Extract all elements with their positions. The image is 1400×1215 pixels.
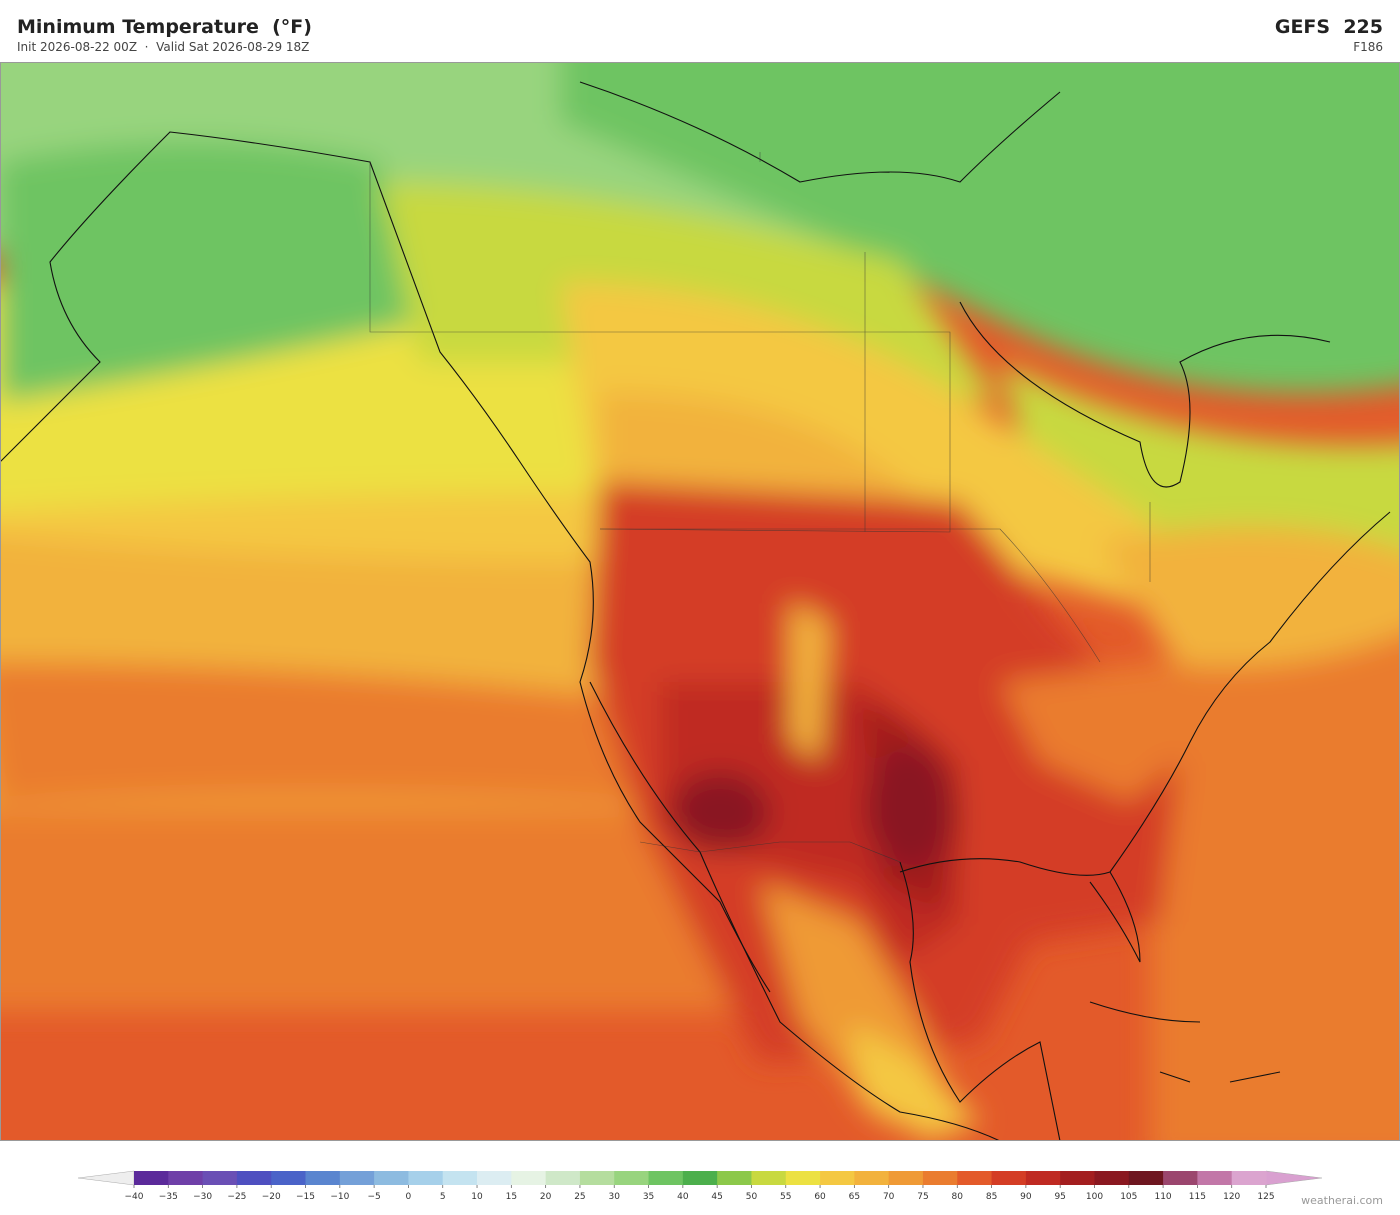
colorbar-tick-label: 45: [711, 1192, 722, 1202]
map: [0, 62, 1400, 1141]
colorbar-box: [545, 1171, 581, 1185]
colorbar-tick-label: 0: [406, 1192, 412, 1202]
colorbar-box: [614, 1171, 650, 1185]
colorbar-box: [202, 1171, 238, 1185]
colorbar-tick-label: 55: [780, 1192, 791, 1202]
colorbar-tick-label: 105: [1120, 1192, 1137, 1202]
colorbar-box: [820, 1171, 855, 1185]
colorbar-box: [168, 1171, 204, 1185]
colorbar-box: [408, 1171, 444, 1185]
borders: [369, 152, 1151, 863]
colorbar-tick-label: 50: [746, 1192, 758, 1202]
colorbar-box: [1025, 1171, 1061, 1185]
subtitle: Init 2026-08-22 00Z · Valid Sat 2026-08-…: [17, 40, 310, 54]
colorbar-box: [682, 1171, 718, 1185]
colorbar-box: [785, 1171, 821, 1185]
colorbar-extend-high: [1265, 1170, 1323, 1186]
colorbar-box: [922, 1171, 958, 1185]
colorbar-tick-label: 25: [574, 1192, 585, 1202]
colorbar-box: [134, 1171, 169, 1185]
colorbar-tick-label: −35: [159, 1192, 178, 1202]
colorbar-box: [271, 1171, 307, 1185]
colorbar-tick-label: 40: [677, 1192, 689, 1202]
colorbar-tick-label: −5: [367, 1192, 380, 1202]
colorbar-box: [511, 1171, 547, 1185]
colorbar-tick-label: 80: [952, 1192, 964, 1202]
colorbar-tick-label: 110: [1154, 1192, 1171, 1202]
colorbar-tick-label: 120: [1223, 1192, 1240, 1202]
colorbar-box: [442, 1171, 478, 1185]
temperature-field: [0, 62, 1400, 1141]
colorbar-tick-label: 10: [471, 1192, 483, 1202]
colorbar-tick-label: 125: [1257, 1192, 1274, 1202]
colorbar-box: [888, 1171, 924, 1185]
title: Minimum Temperature (°F): [17, 16, 312, 38]
watermark: weatherai.com: [1301, 1194, 1383, 1207]
colorbar-extend-low: [77, 1170, 135, 1186]
colorbar-tick-label: 90: [1020, 1192, 1032, 1202]
colorbar-box: [236, 1171, 272, 1185]
colorbar-box: [339, 1171, 375, 1185]
colorbar-tick-label: 75: [917, 1192, 928, 1202]
colorbar-box: [854, 1171, 890, 1185]
colorbar: −40 −35 −30 −25 −20 −15 −10 −5 0 5 10 15 20 25 30 35 40 4…: [77, 1170, 1323, 1202]
colorbar-box: [957, 1171, 993, 1185]
colorbar-tick-label: 65: [849, 1192, 860, 1202]
colorbar-tick-label: −40: [125, 1192, 144, 1202]
colorbar-tick-label: 85: [986, 1192, 997, 1202]
colorbar-box: [477, 1171, 512, 1185]
colorbar-box: [1094, 1171, 1130, 1185]
colorbar-tick-label: 100: [1086, 1192, 1103, 1202]
model: GEFS 225: [1274, 16, 1383, 38]
colorbar-tick-label: −30: [193, 1192, 212, 1202]
colorbar-box: [1231, 1171, 1267, 1185]
coastlines: [0, 81, 1391, 1141]
colorbar-box: [305, 1171, 341, 1185]
colorbar-tick-label: −25: [227, 1192, 246, 1202]
colorbar-tick-label: −10: [330, 1192, 349, 1202]
colorbar-tick-label: 115: [1189, 1192, 1206, 1202]
colorbar-tick-label: 35: [643, 1192, 654, 1202]
colorbar-tick-label: 70: [883, 1192, 895, 1202]
colorbar-box: [1060, 1171, 1095, 1185]
colorbar-box: [751, 1171, 787, 1185]
colorbar-box: [1197, 1171, 1233, 1185]
colorbar-box: [374, 1171, 409, 1185]
colorbar-box: [579, 1171, 615, 1185]
colorbar-tick-label: −20: [262, 1192, 281, 1202]
colorbar-tick-label: −15: [296, 1192, 315, 1202]
colorbar-tick-label: 60: [814, 1192, 826, 1202]
colorbar-box: [1163, 1171, 1198, 1185]
colorbar-box: [717, 1171, 752, 1185]
colorbar-tick-label: 20: [540, 1192, 552, 1202]
colorbar-box: [648, 1171, 684, 1185]
colorbar-box: [991, 1171, 1027, 1185]
colorbar-tick-label: 5: [440, 1192, 446, 1202]
colorbar-tick-label: 15: [506, 1192, 517, 1202]
colorbar-tick-label: 95: [1054, 1192, 1065, 1202]
colorbar-tick-label: 30: [609, 1192, 621, 1202]
colorbar-box: [1128, 1171, 1164, 1185]
forecast-hour: F186: [1353, 40, 1383, 54]
